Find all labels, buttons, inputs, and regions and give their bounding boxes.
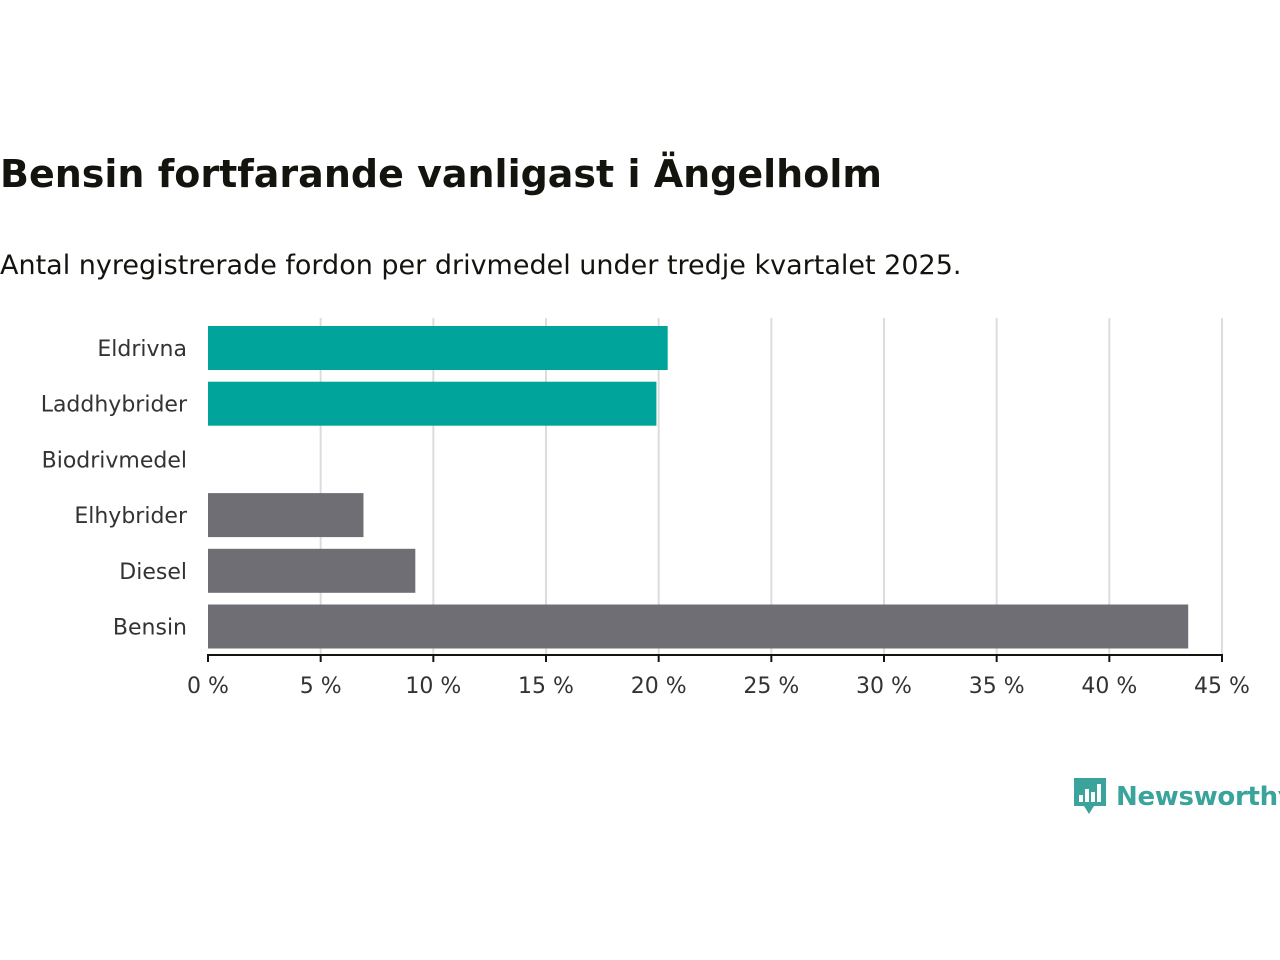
category-labels: Eldrivna Laddhybrider Biodrivmedel Elhybrid…: [41, 337, 188, 641]
category-label: Bensin: [113, 616, 187, 641]
bar-elhybrider: [208, 493, 364, 538]
newsworthy-brand: Newsworthy: [1072, 776, 1280, 818]
category-label: Elhybrider: [74, 504, 188, 529]
x-tick-label: 10 %: [405, 674, 461, 699]
category-label: Laddhybrider: [41, 393, 188, 418]
bar-eldrivna: [208, 326, 668, 370]
x-tick-label: 20 %: [631, 674, 687, 699]
x-tick-label: 5 %: [300, 674, 342, 699]
bar-bensin: [208, 604, 1189, 649]
x-tick-label: 15 %: [518, 674, 574, 699]
bar-diesel: [208, 548, 416, 593]
chart-subtitle: Antal nyregistrerade fordon per drivmede…: [0, 250, 962, 281]
brand-name: Newsworthy: [1116, 782, 1280, 812]
category-label: Diesel: [119, 560, 187, 585]
category-label: Biodrivmedel: [42, 448, 187, 473]
x-tick-label: 0 %: [187, 674, 229, 699]
x-axis: 0 % 5 % 10 % 15 % 20 % 25 % 30 % 35 % 40 % 45 %: [187, 654, 1250, 699]
x-tick-label: 35 %: [969, 674, 1025, 699]
x-tick-label: 45 %: [1194, 674, 1250, 699]
x-tick-label: 25 %: [743, 674, 799, 699]
category-label: Eldrivna: [97, 337, 187, 362]
grid-lines: [319, 318, 1223, 654]
x-tick-label: 30 %: [856, 674, 912, 699]
bar-chart: Eldrivna Laddhybrider Biodrivmedel Elhybrid…: [41, 318, 1250, 699]
x-tick-label: 40 %: [1081, 674, 1137, 699]
chart-title: Bensin fortfarande vanligast i Ängelholm: [0, 152, 882, 196]
bars: [208, 326, 1189, 649]
newsworthy-logo-icon: [1074, 778, 1106, 814]
bar-laddhybrider: [208, 381, 657, 426]
